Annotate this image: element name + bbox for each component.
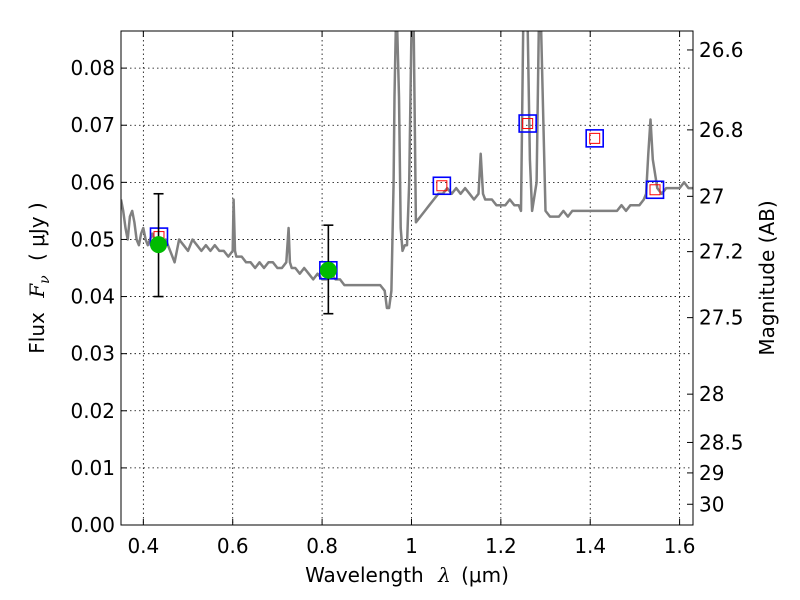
y-axis-unit: ( μJy ) — [25, 202, 49, 261]
model-point-box — [518, 114, 537, 133]
y-tick-label: 0.05 — [70, 227, 115, 251]
x-tick-label: 1.2 — [485, 534, 517, 558]
y-tick-label: 0.04 — [70, 285, 115, 309]
y2-tick-label: 26.6 — [699, 38, 744, 62]
y2-tick-label: 27.2 — [699, 240, 744, 264]
y2-tick-label: 28.5 — [699, 430, 744, 454]
y2-tick-label: 30 — [699, 492, 724, 516]
y2-tick-label: 29 — [699, 461, 724, 485]
spectrum-line — [121, 31, 693, 310]
model-point-box — [645, 180, 665, 200]
x-axis-symbol: λ — [437, 563, 451, 587]
y-tick-label: 0.07 — [70, 113, 115, 137]
model-point-inner — [589, 132, 601, 144]
detection-point — [150, 236, 168, 254]
detection-point — [319, 261, 337, 279]
y-axis-symbol: F — [25, 283, 49, 299]
y2-tick-label: 27.5 — [699, 306, 744, 330]
y-tick-label: 0.08 — [70, 56, 115, 80]
x-tick-label: 1.4 — [574, 534, 606, 558]
model-point-inner — [649, 184, 661, 196]
y-axis-label: Flux Fν ( μJy ) — [25, 202, 54, 353]
x-tick-label: 0.4 — [127, 534, 159, 558]
y2-tick-label: 27 — [699, 184, 724, 208]
x-tick-label: 0.8 — [306, 534, 338, 558]
plot-area — [121, 31, 693, 315]
y2-tick-label: 26.8 — [699, 118, 744, 142]
y-tick-label: 0.03 — [70, 342, 115, 366]
y-tick-label: 0.02 — [70, 399, 115, 423]
y-tick-label: 0.06 — [70, 170, 115, 194]
y-axis-label-text: Flux — [25, 312, 49, 354]
x-axis-label-text: Wavelength — [305, 563, 424, 587]
model-point-box — [432, 176, 452, 196]
x-axis-unit: (μm) — [461, 563, 509, 587]
model-point-box — [585, 129, 604, 148]
x-tick-label: 1 — [405, 534, 418, 558]
y-axis-subscript: ν — [37, 275, 53, 284]
model-point-inner — [436, 180, 448, 192]
x-axis-label: Wavelength λ (μm) — [305, 563, 509, 587]
x-tick-label: 1.6 — [664, 534, 696, 558]
plot-frame — [120, 30, 694, 526]
x-tick-label: 0.6 — [217, 534, 249, 558]
y-tick-label: 0.00 — [70, 513, 115, 537]
axis-ticks: 0.4 0.6 0.8 1 1.2 1.4 1.6 0.00 0.01 0.02 0.03 0.04 0… — [70, 31, 744, 558]
y2-tick-label: 28 — [699, 382, 724, 406]
y2-axis-label: Magnitude (AB) — [755, 200, 779, 355]
model-point-inner — [522, 118, 534, 130]
y-tick-label: 0.01 — [70, 456, 115, 480]
